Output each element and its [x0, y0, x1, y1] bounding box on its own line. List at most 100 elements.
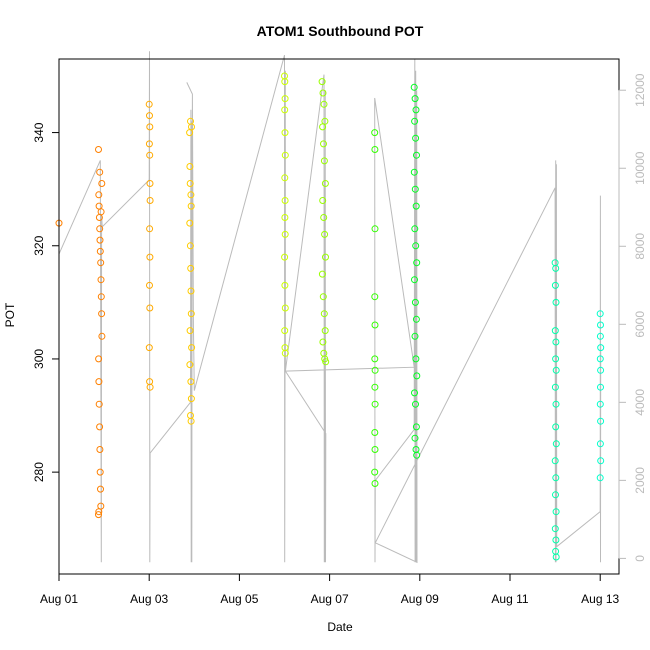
- data-point-s0-p25: [96, 168, 104, 176]
- data-point-s3-p12: [281, 304, 289, 312]
- data-point-s8-p3: [597, 344, 605, 352]
- data-point-s4-p6: [320, 157, 328, 165]
- y-tick-label-2: 320: [32, 235, 46, 255]
- data-point-s3-p10: [281, 253, 289, 261]
- data-point-s1-p5: [146, 180, 154, 187]
- data-point-s7-p16: [551, 525, 559, 533]
- data-point-s1-p11: [145, 344, 153, 352]
- data-point-s5-p1: [371, 146, 379, 153]
- data-point-s4-p12: [318, 270, 326, 278]
- data-point-s6-p19: [412, 400, 419, 408]
- data-point-s5-p2: [371, 225, 379, 233]
- y2-tick-label-6: 12000: [633, 73, 647, 107]
- data-point-s7-p10: [552, 423, 560, 431]
- data-point-s7-p5: [552, 338, 560, 346]
- data-point-s0-p11: [98, 310, 106, 318]
- data-point-s2-p12: [186, 327, 194, 335]
- data-point-s6-p17: [413, 372, 421, 380]
- data-point-s6-p0: [410, 83, 418, 91]
- data-point-s5-p6: [371, 366, 379, 374]
- data-point-s5-p12: [371, 480, 379, 487]
- data-point-s6-p12: [411, 276, 418, 284]
- data-point-s7-p15: [552, 508, 560, 516]
- data-point-s5-p3: [371, 293, 379, 301]
- data-point-s3-p15: [281, 349, 289, 357]
- data-point-s2-p16: [187, 395, 195, 403]
- data-point-s0-p10: [97, 293, 105, 301]
- data-point-s6-p13: [411, 298, 419, 306]
- data-point-s2-p14: [186, 361, 194, 369]
- plot-frame: [58, 58, 620, 575]
- data-point-s7-p11: [552, 440, 560, 448]
- data-point-s8-p8: [597, 417, 605, 425]
- data-point-s2-p18: [187, 417, 195, 425]
- data-point-s4-p15: [321, 327, 329, 335]
- data-point-s1-p3: [145, 140, 153, 148]
- data-point-s8-p9: [596, 440, 604, 448]
- data-point-s7-p8: [551, 383, 559, 391]
- x-tick-label-1: Aug 03: [130, 592, 168, 606]
- data-point-s3-p3: [281, 106, 289, 114]
- data-point-s4-p4: [319, 123, 327, 131]
- data-point-s6-p16: [412, 355, 420, 363]
- data-point-s0-p12: [98, 332, 106, 340]
- data-point-s7-p1: [552, 264, 560, 272]
- data-point-s4-p9: [320, 214, 328, 221]
- data-point-s4-p5: [320, 140, 327, 148]
- data-point-s8-p7: [596, 400, 604, 408]
- data-point-s3-p2: [281, 95, 289, 103]
- data-point-s8-p10: [597, 457, 605, 465]
- y-tick-label-0: 280: [32, 462, 46, 482]
- data-point-s5-p7: [371, 383, 379, 391]
- x-tick-label-5: Aug 11: [491, 592, 528, 606]
- data-point-s4-p13: [319, 293, 327, 301]
- data-point-s0-p9: [97, 276, 105, 284]
- data-point-s2-p9: [187, 264, 195, 272]
- data-point-s7-p2: [551, 281, 559, 289]
- secondary-series-line: [58, 51, 602, 564]
- data-point-s0-p13: [95, 355, 103, 363]
- data-point-s0-p5: [96, 225, 104, 233]
- data-point-s1-p0: [145, 100, 153, 108]
- data-point-s5-p8: [371, 400, 379, 408]
- y2-tick-label-4: 8000: [633, 233, 647, 260]
- data-point-s4-p19: [322, 358, 330, 366]
- y2-tick-label-0: 0: [633, 555, 647, 562]
- data-point-s3-p8: [281, 214, 289, 221]
- y2-tick-label-3: 6000: [633, 311, 647, 338]
- data-point-s5-p5: [371, 355, 379, 363]
- data-point-s1-p9: [146, 281, 153, 289]
- data-point-s4-p10: [321, 230, 329, 238]
- data-point-s6-p3: [411, 117, 419, 125]
- data-point-s3-p4: [281, 129, 289, 137]
- data-point-s8-p6: [597, 383, 604, 391]
- data-point-s0-p19: [97, 485, 104, 493]
- data-point-s3-p13: [281, 327, 289, 335]
- data-point-s5-p11: [371, 468, 379, 476]
- x-tick-label-4: Aug 09: [401, 592, 439, 606]
- data-point-s0-p2: [95, 191, 103, 199]
- data-point-s8-p5: [597, 366, 605, 374]
- data-point-s8-p1: [597, 321, 604, 329]
- data-point-s4-p1: [319, 89, 327, 97]
- data-point-s8-p4: [596, 355, 604, 363]
- data-point-s6-p10: [412, 242, 420, 250]
- y2-tick-label-1: 2000: [633, 467, 647, 494]
- data-point-s0-p21: [95, 511, 102, 519]
- x-tick-label-0: Aug 01: [40, 592, 78, 606]
- data-point-s3-p6: [281, 174, 289, 182]
- data-point-s2-p4: [186, 180, 194, 187]
- data-point-s3-p5: [281, 151, 289, 159]
- data-point-s1-p7: [146, 225, 154, 233]
- data-point-s8-p0: [596, 310, 604, 318]
- data-point-s6-p18: [411, 389, 418, 397]
- data-point-s6-p4: [412, 134, 420, 142]
- data-point-s3-p1: [281, 78, 289, 86]
- data-point-s7-p7: [552, 366, 560, 374]
- data-point-s6-p8: [412, 202, 420, 210]
- data-point-s7-p19: [552, 553, 560, 561]
- data-point-s1-p13: [146, 383, 154, 391]
- data-point-s4-p8: [319, 197, 327, 204]
- data-point-s1-p4: [146, 151, 154, 159]
